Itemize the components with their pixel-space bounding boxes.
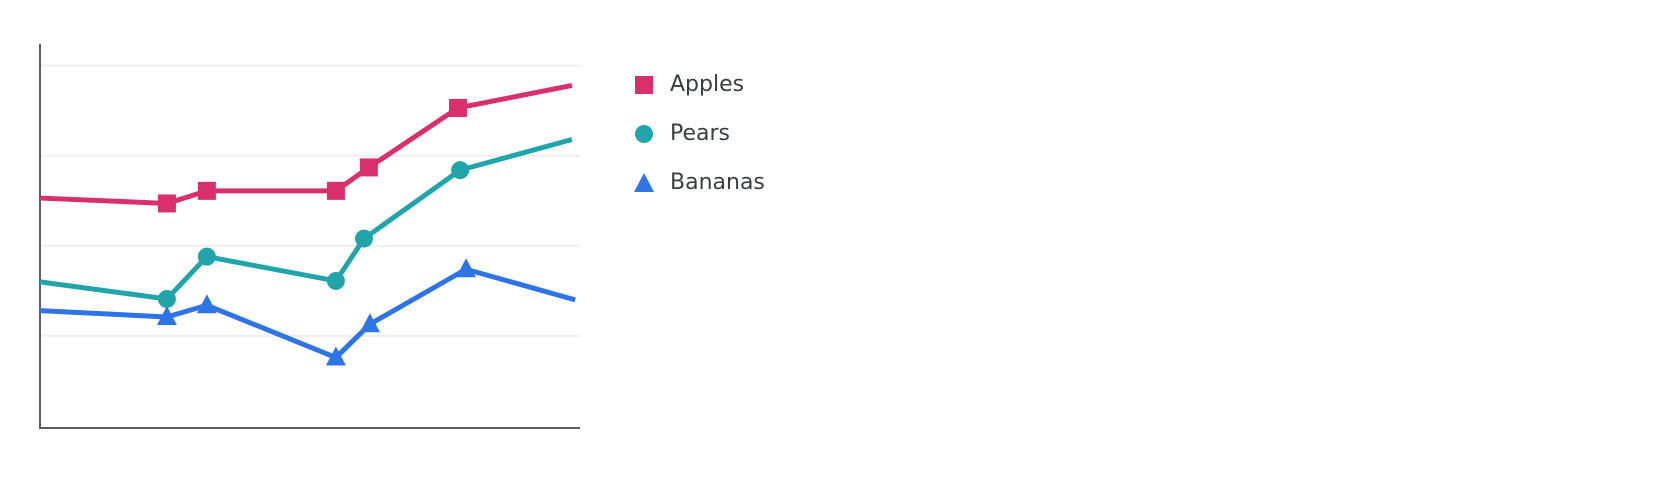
- bananas-point: [196, 294, 217, 314]
- apples-point: [197, 181, 216, 200]
- square-icon: [635, 75, 653, 94]
- pears-point: [157, 289, 176, 308]
- legend-label: Bananas: [670, 170, 765, 195]
- legend-label: Apples: [670, 72, 745, 97]
- bananas-point: [325, 346, 346, 366]
- bananas-point: [156, 305, 177, 325]
- bananas-line: [39, 266, 576, 361]
- apples-point: [326, 181, 345, 200]
- square-glyph: [635, 75, 653, 94]
- bananas-point: [456, 258, 477, 278]
- triangle-glyph: [634, 172, 654, 192]
- legend-item-apples[interactable]: Apples: [634, 60, 765, 109]
- pears-point: [326, 271, 345, 290]
- circle-glyph: [635, 124, 653, 143]
- series-apples: [39, 82, 573, 213]
- pears-point: [451, 161, 470, 180]
- apples-point: [448, 98, 467, 117]
- series-pears: [39, 137, 573, 308]
- legend: Apples Pears Bananas: [634, 60, 765, 207]
- series-bananas: [39, 258, 576, 366]
- legend-item-pears[interactable]: Pears: [634, 109, 765, 158]
- line-chart: [39, 44, 580, 429]
- apples-point: [157, 194, 176, 213]
- pears-point: [197, 247, 216, 266]
- legend-label: Pears: [670, 121, 731, 146]
- bananas-point: [359, 313, 380, 333]
- legend-item-bananas[interactable]: Bananas: [634, 158, 765, 207]
- circle-icon: [635, 124, 653, 143]
- triangle-icon: [634, 172, 654, 192]
- apples-line: [39, 82, 573, 206]
- apples-point: [359, 158, 378, 177]
- pears-point: [355, 229, 373, 248]
